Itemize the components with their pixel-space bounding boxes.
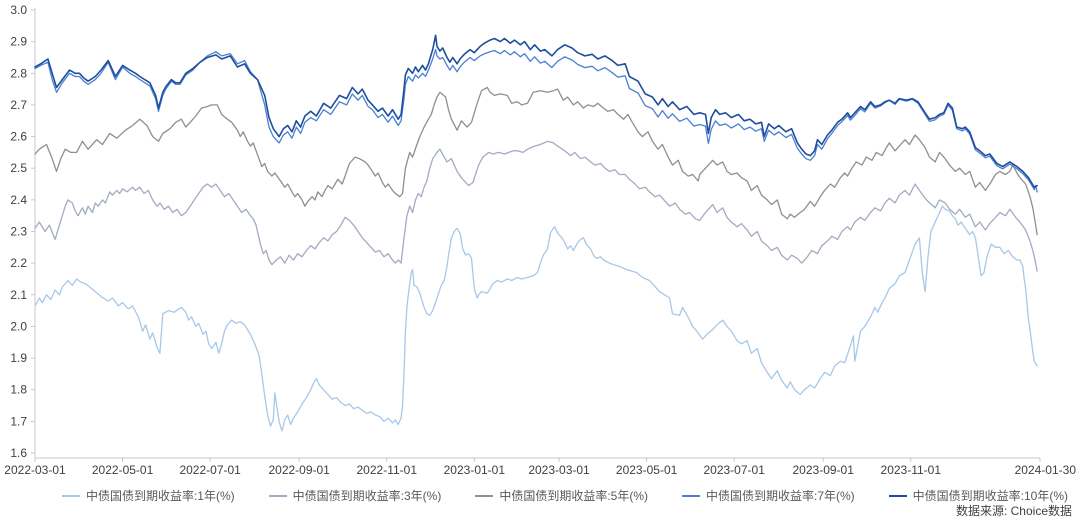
legend-item-1: 中债国债到期收益率:1年(%): [61, 487, 235, 504]
y-axis-tick-label: 2.7: [10, 98, 27, 112]
x-axis-tick-label: 2023-03-01: [528, 463, 590, 477]
series-line-1: [34, 205, 1038, 432]
legend-item-3: 中债国债到期收益率:5年(%): [475, 487, 648, 504]
legend-dash-icon: [268, 494, 287, 497]
legend-dash-icon: [475, 494, 494, 497]
legend-label: 中债国债到期收益率:10年(%): [912, 489, 1069, 503]
legend-item-5: 中债国债到期收益率:10年(%): [888, 487, 1069, 504]
x-axis-tick-label: 2022-03-01: [4, 463, 66, 477]
legend-item-4: 中债国债到期收益率:7年(%): [681, 487, 855, 504]
y-axis-tick-label: 2.6: [10, 130, 27, 144]
y-axis-tick-label: 2.3: [10, 225, 27, 239]
y-axis-tick-label: 2.8: [10, 66, 27, 80]
legend-dash-icon: [888, 494, 907, 497]
y-axis-tick-label: 1.8: [10, 383, 27, 397]
series-line-5: [34, 34, 1038, 188]
x-axis-tick-label: 2023-11-01: [881, 463, 942, 477]
legend-dash-icon: [681, 494, 700, 497]
legend-label: 中债国债到期收益率:1年(%): [85, 489, 235, 503]
y-axis-tick-label: 2.5: [10, 161, 27, 175]
y-axis-tick-label: 2.2: [10, 256, 27, 270]
data-source-note: 数据来源: Choice数据: [955, 504, 1072, 518]
x-axis-tick-label: 2022-09-01: [268, 463, 330, 477]
series-line-2: [34, 140, 1038, 272]
legend-label: 中债国债到期收益率:7年(%): [705, 489, 855, 503]
legend-item-2: 中债国债到期收益率:3年(%): [268, 487, 442, 504]
x-axis-tick-label: 2024-01-30: [1015, 463, 1077, 477]
legend-label: 中债国债到期收益率:5年(%): [499, 489, 648, 503]
series-line-4: [34, 48, 1038, 193]
x-axis-tick-label: 2023-09-01: [793, 463, 855, 477]
x-axis-tick-label: 2022-11-01: [357, 463, 418, 477]
y-axis-tick-label: 3.0: [10, 3, 27, 17]
x-axis-tick-label: 2022-07-01: [179, 463, 241, 477]
y-axis-tick-label: 2.4: [10, 193, 27, 207]
series-line-3: [34, 86, 1038, 236]
x-axis-tick-label: 2023-05-01: [616, 463, 678, 477]
y-axis-tick-label: 1.6: [10, 446, 27, 460]
y-axis-tick-label: 2.9: [10, 35, 27, 49]
y-axis-tick-label: 1.9: [10, 351, 27, 365]
legend-label: 中债国债到期收益率:3年(%): [292, 489, 442, 503]
x-axis-tick-label: 2023-01-01: [444, 463, 506, 477]
y-axis-tick-label: 1.7: [10, 414, 27, 428]
y-axis-tick-label: 2.0: [10, 319, 27, 333]
y-axis-tick-label: 2.1: [10, 288, 27, 302]
x-axis-tick-label: 2022-05-01: [92, 463, 154, 477]
chart-legend: 中债国债到期收益率:1年(%) 中债国债到期收益率:3年(%) 中债国债到期收益率:…: [0, 487, 1080, 504]
legend-dash-icon: [61, 494, 80, 497]
x-axis-tick-label: 2023-07-01: [703, 463, 765, 477]
